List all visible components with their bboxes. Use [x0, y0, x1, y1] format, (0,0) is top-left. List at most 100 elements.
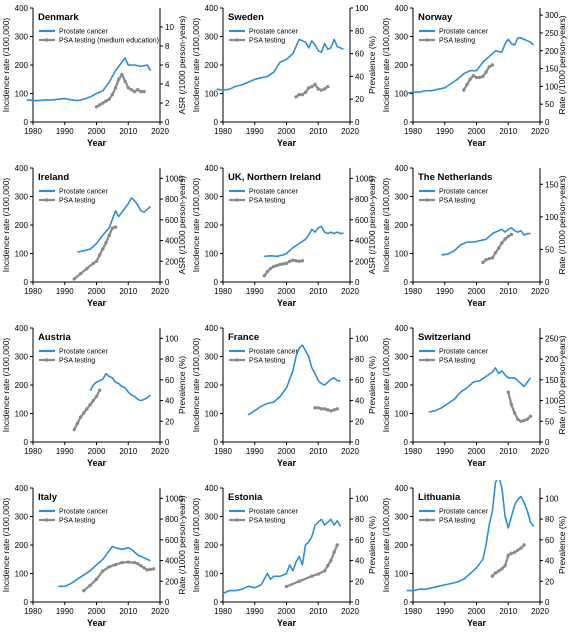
y-left-tick-label: 400	[15, 484, 29, 493]
psa-point	[268, 266, 273, 271]
psa-point	[487, 256, 491, 261]
y-left-tick-label: 100	[395, 570, 409, 579]
x-tick-label: 2000	[88, 607, 106, 616]
y-right-tick-label: 100	[165, 334, 179, 343]
psa-point	[303, 90, 308, 95]
chart-panel: 1980 1990 2000 2010 202001002003004000246810…	[1, 4, 187, 148]
x-tick-label: 2000	[278, 447, 296, 456]
legend-label-psa: PSA testing	[249, 358, 285, 365]
y-right-tick-label: 20	[355, 417, 364, 426]
y-left-tick-label: 300	[15, 33, 29, 42]
psa-point	[462, 88, 466, 92]
psa-point	[82, 411, 86, 415]
psa-point	[522, 418, 526, 423]
psa-point	[519, 546, 523, 550]
psa-point	[139, 564, 143, 568]
y-right-tick-label: 60	[355, 536, 364, 545]
psa-point	[326, 84, 330, 89]
psa-point	[310, 84, 314, 89]
y-right-tick-label: 1000	[165, 174, 183, 183]
psa-point	[509, 232, 514, 237]
y-right-tick-label: 20	[545, 577, 554, 586]
x-tick-label: 2020	[341, 447, 359, 456]
y-left-tick-label: 300	[395, 33, 409, 42]
psa-point	[104, 240, 108, 245]
y-right-tick-label: 60	[545, 536, 554, 545]
legend-label-psa: PSA testing	[59, 358, 95, 365]
x-tick-label: 2010	[309, 447, 327, 456]
y-right-tick-label: 80	[355, 515, 364, 524]
panel-title: Ireland	[38, 172, 69, 183]
psa-point	[139, 89, 143, 94]
psa-point	[522, 543, 526, 547]
y-right-tick-label: 100	[355, 334, 369, 343]
x-tick-label: 1980	[24, 287, 42, 296]
y-right-tick-label: 20	[165, 417, 174, 426]
y-left-tick-label: 100	[205, 90, 219, 99]
series-line-prostate-cancer	[247, 344, 341, 416]
psa-point	[91, 398, 96, 403]
y-left-tick-label: 200	[205, 381, 219, 390]
psa-point	[484, 258, 488, 262]
psa-point	[512, 411, 517, 415]
y-left-tick-label: 100	[205, 570, 219, 579]
x-tick-label: 2000	[88, 287, 106, 296]
legend-marker-psa	[235, 358, 239, 362]
y-right-tick-label: 400	[355, 237, 369, 246]
psa-point	[107, 233, 111, 238]
psa-point	[500, 567, 504, 571]
y-left-tick-label: 200	[15, 221, 29, 230]
legend-label-prostate: Prostate cancer	[439, 509, 489, 516]
series-line-prostate-cancer	[58, 545, 151, 588]
panel-title: UK, Northern Ireland	[228, 172, 321, 183]
psa-point	[78, 415, 83, 419]
legend-marker-psa	[235, 518, 239, 522]
psa-point	[516, 417, 520, 421]
panel-title: Austria	[38, 332, 71, 343]
y-left-tick-label: 0	[24, 598, 29, 607]
y-left-tick-label: 300	[205, 193, 219, 202]
psa-point	[101, 569, 105, 573]
x-tick-label: 1990	[56, 287, 74, 296]
x-tick-label: 1990	[436, 287, 454, 296]
panel-title: Estonia	[228, 492, 263, 503]
y-left-tick-label: 400	[15, 324, 29, 333]
y-left-tick-label: 200	[15, 541, 29, 550]
y-left-tick-label: 400	[205, 4, 219, 13]
x-tick-label: 2000	[88, 127, 106, 136]
psa-point	[72, 427, 76, 432]
y-right-axis-title: Rate (/1000 person-years)	[557, 335, 567, 434]
psa-point	[300, 259, 305, 263]
psa-point	[484, 70, 488, 74]
x-tick-label: 1980	[404, 287, 422, 296]
legend-label-psa: PSA testing	[439, 358, 475, 365]
y-right-tick-label: 0	[355, 118, 360, 127]
x-tick-label: 1990	[56, 607, 74, 616]
legend-label-prostate: Prostate cancer	[439, 189, 489, 196]
y-right-tick-label: 150	[545, 180, 559, 189]
chart-panel: 1980 1990 2000 2010 202001002003004000501001…	[381, 324, 567, 468]
psa-point	[335, 407, 339, 411]
psa-point	[319, 88, 324, 92]
psa-point	[481, 74, 485, 79]
y-left-axis-title: Incidence rate (/100,000)	[381, 338, 391, 433]
x-tick-label: 2020	[151, 127, 169, 136]
x-axis-title: Year	[87, 618, 107, 628]
psa-point	[519, 419, 523, 423]
x-tick-label: 2000	[468, 127, 486, 136]
psa-point	[88, 583, 92, 588]
x-axis-title: Year	[467, 298, 487, 308]
y-right-tick-label: 0	[355, 598, 360, 607]
legend-label-psa: PSA testing	[439, 518, 475, 525]
x-tick-label: 2000	[468, 447, 486, 456]
x-tick-label: 1980	[214, 447, 232, 456]
x-axis-title: Year	[277, 458, 297, 468]
x-axis-title: Year	[467, 618, 487, 628]
y-right-tick-label: 0	[165, 118, 170, 127]
panel-title: France	[228, 332, 259, 343]
y-left-tick-label: 0	[24, 118, 29, 127]
psa-point	[322, 407, 327, 411]
legend-label-psa: PSA testing	[439, 38, 475, 45]
y-right-tick-label: 20	[355, 95, 364, 104]
psa-point	[85, 266, 89, 271]
